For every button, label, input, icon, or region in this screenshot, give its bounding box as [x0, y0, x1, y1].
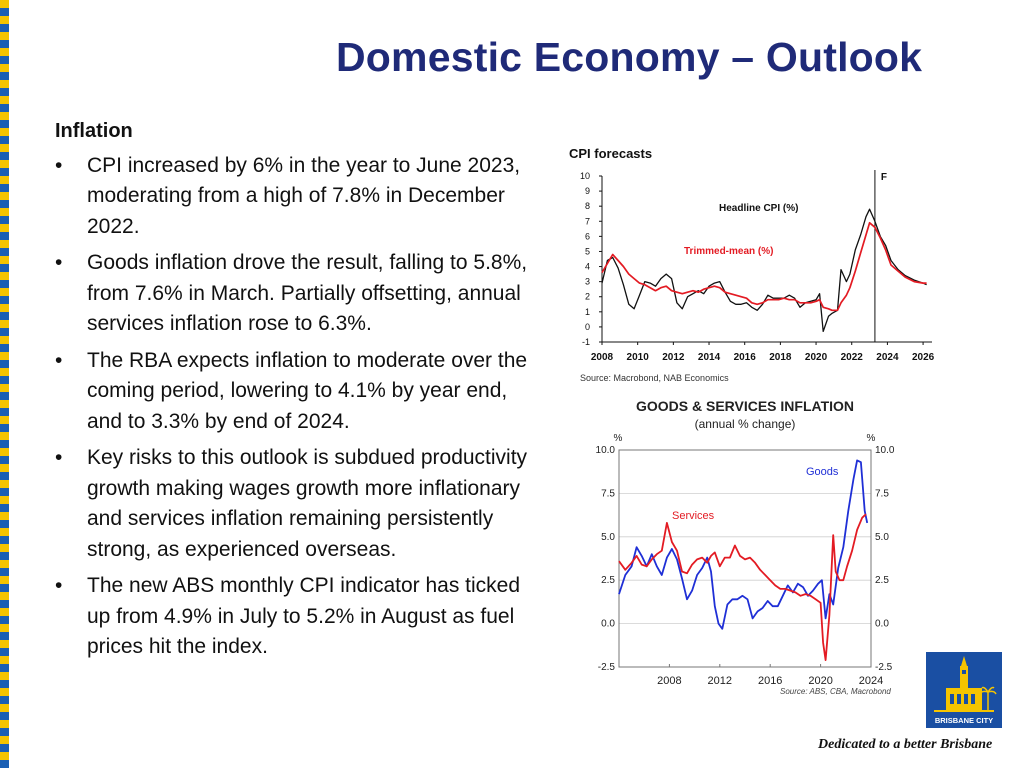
- x-tick-label: 2012: [708, 675, 732, 687]
- chart-source: Source: Macrobond, NAB Economics: [580, 373, 729, 383]
- left-y-tick-label: 2.5: [601, 575, 615, 586]
- slide-title: Domestic Economy – Outlook: [336, 34, 923, 80]
- axes: [618, 449, 872, 668]
- left-axis-unit: %: [614, 433, 623, 444]
- bullet-dot: •: [55, 251, 63, 274]
- y-tick-label: 10: [580, 171, 590, 181]
- right-y-tick-label: 0.0: [875, 619, 889, 630]
- section-heading: Inflation: [55, 120, 133, 142]
- bullet-dot: •: [55, 574, 63, 597]
- legend-goods: Goods: [806, 466, 839, 478]
- legend-headline-cpi: Headline CPI (%): [719, 203, 798, 214]
- y-tick-label: 6: [585, 231, 590, 241]
- bullet-text: Key risks to this outlook is subdued pro…: [87, 446, 528, 561]
- bullet-item: • Key risks to this outlook is subdued pr…: [55, 443, 535, 565]
- y-tick-label: 7: [585, 216, 590, 226]
- trimmed-mean-line: [601, 221, 927, 312]
- forecast-marker-label: F: [881, 172, 887, 183]
- x-tick-label: 2026: [912, 352, 935, 363]
- y-tick-label: 5: [585, 246, 590, 256]
- chart-subtitle: (annual % change): [695, 417, 796, 431]
- x-tick-label: 2012: [662, 352, 685, 363]
- bullet-item: • The RBA expects inflation to moderate o…: [55, 346, 535, 438]
- right-y-tick-label: -2.5: [875, 662, 893, 673]
- y-tick-label: 4: [585, 262, 590, 272]
- y-tick-label: 8: [585, 201, 590, 211]
- right-y-tick-label: 2.5: [875, 575, 889, 586]
- legend-services: Services: [672, 510, 715, 522]
- plot-frame: [618, 449, 872, 668]
- x-tick-label: 2016: [734, 352, 757, 363]
- goods-services-inflation-chart: GOODS & SERVICES INFLATION (annual % cha…: [596, 398, 895, 696]
- y-tick-label: -1: [582, 337, 590, 347]
- bullet-dot: •: [55, 153, 63, 177]
- bullet-text: The RBA expects inflation to moderate ov…: [87, 348, 528, 433]
- x-tick-label: 2008: [591, 352, 614, 363]
- left-y-tick-label: 7.5: [601, 488, 615, 499]
- chart-source: Source: ABS, CBA, Macrobond: [780, 687, 891, 696]
- bullet-text: Goods inflation drove the result, fallin…: [87, 251, 528, 335]
- left-y-tick-label: 0.0: [601, 619, 615, 630]
- x-tick-label: 2020: [808, 675, 832, 687]
- bullet-text: CPI increased by 6% in the year to June …: [87, 153, 521, 238]
- x-tick-label: 2022: [841, 352, 864, 363]
- brisbane-city-logo: BRISBANE CITY: [926, 652, 1002, 728]
- bullet-text: The new ABS monthly CPI indicator has ti…: [87, 574, 521, 658]
- x-tick-label: 2024: [876, 352, 899, 363]
- series-lines: [601, 208, 927, 333]
- left-y-tick-label: 10.0: [596, 445, 616, 456]
- services-line: [618, 513, 867, 662]
- bullet-dot: •: [55, 446, 63, 469]
- series-lines: [618, 459, 869, 662]
- chart-title: GOODS & SERVICES INFLATION: [636, 398, 854, 414]
- axes: [601, 170, 932, 343]
- x-tick-label: 2008: [657, 675, 681, 687]
- tagline: Dedicated to a better Brisbane: [818, 737, 993, 752]
- chart-title: CPI forecasts: [569, 146, 652, 161]
- right-axis-unit: %: [867, 433, 876, 444]
- y-tick-label: 1: [585, 307, 590, 317]
- inflation-text-block: Inflation • CPI increased by 6% in the ye…: [55, 116, 535, 669]
- x-tick-label: 2016: [758, 675, 782, 687]
- x-tick-label: 2024: [859, 675, 883, 687]
- right-y-tick-label: 10.0: [875, 445, 895, 456]
- bullet-item: • CPI increased by 6% in the year to June…: [55, 151, 535, 243]
- left-y-tick-label: -2.5: [598, 662, 616, 673]
- y-tick-label: 2: [585, 292, 590, 302]
- y-axis-ticks: 10.0 10.0 7.5 7.5 5.0 5.0 2.5 2.5 0.0 0.0 -2.5 -2.5: [596, 445, 895, 673]
- bullet-list: • CPI increased by 6% in the year to June…: [55, 151, 535, 663]
- right-y-tick-label: 7.5: [875, 488, 889, 499]
- x-axis-ticks: 2008 2010 2012 2014 2016 2018 2020 2022 2024 2026: [591, 342, 935, 363]
- y-tick-label: 3: [585, 277, 590, 287]
- y-tick-label: 9: [585, 186, 590, 196]
- right-y-tick-label: 5.0: [875, 532, 889, 543]
- x-axis-ticks: 2008 2012 2016 2020 2024: [657, 664, 883, 687]
- bullet-item: • The new ABS monthly CPI indicator has t…: [55, 571, 535, 663]
- legend-trimmed-mean: Trimmed-mean (%): [684, 246, 773, 257]
- bullet-item: • Goods inflation drove the result, falli…: [55, 248, 535, 340]
- x-tick-label: 2018: [769, 352, 792, 363]
- decorative-side-stripe: [0, 0, 9, 768]
- x-tick-label: 2010: [627, 352, 650, 363]
- city-hall-logo-icon: BRISBANE CITY: [926, 652, 1002, 728]
- x-tick-label: 2020: [805, 352, 828, 363]
- logo-text: BRISBANE CITY: [935, 716, 993, 725]
- headline-cpi-line: [601, 208, 927, 333]
- left-y-tick-label: 5.0: [601, 532, 615, 543]
- y-tick-label: 0: [585, 322, 590, 332]
- bullet-dot: •: [55, 348, 63, 372]
- x-tick-label: 2014: [698, 352, 721, 363]
